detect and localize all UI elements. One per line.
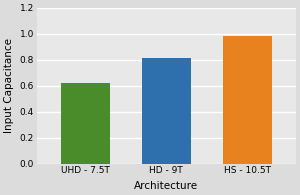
- X-axis label: Architecture: Architecture: [134, 181, 198, 191]
- Bar: [61, 83, 110, 163]
- Bar: [223, 36, 272, 163]
- Y-axis label: Input Capacitance: Input Capacitance: [4, 38, 14, 133]
- Bar: [142, 58, 190, 163]
